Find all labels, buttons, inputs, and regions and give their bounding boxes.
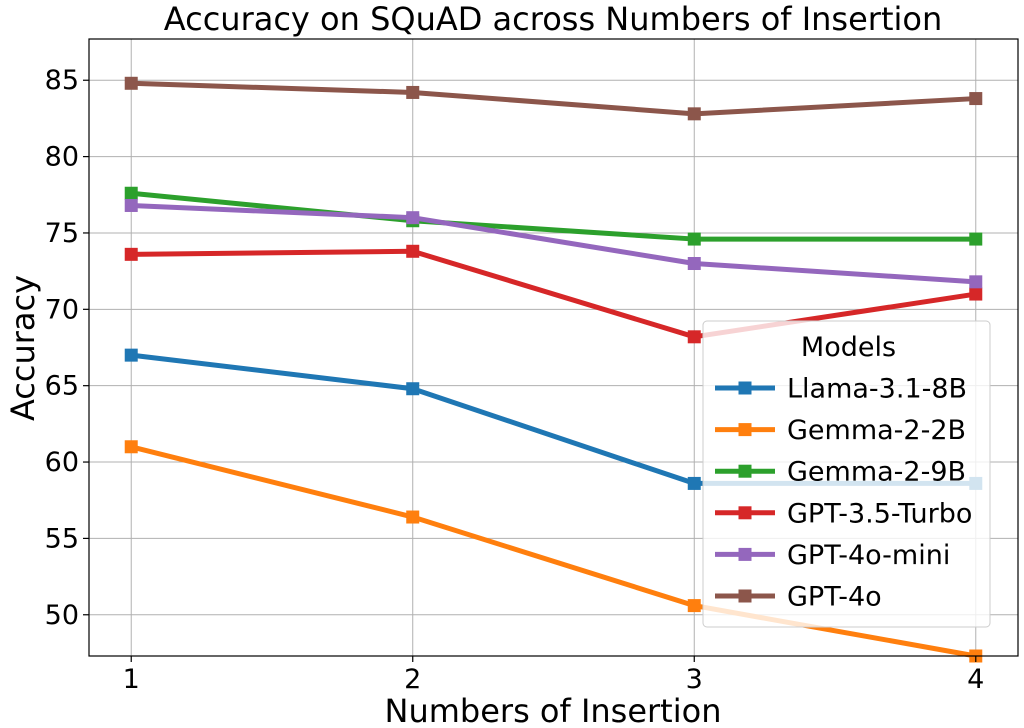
- data-point-marker: [687, 476, 701, 490]
- legend-entry: GPT-4o: [715, 582, 882, 613]
- legend-label: GPT-4o: [787, 582, 882, 613]
- y-tick-label: 60: [45, 447, 79, 478]
- data-point-marker: [687, 330, 701, 344]
- legend-marker-swatch: [738, 589, 752, 603]
- data-point-marker: [124, 198, 138, 212]
- data-point-marker: [406, 244, 420, 258]
- legend-label: GPT-4o-mini: [787, 540, 950, 571]
- x-tick-label: 4: [967, 664, 984, 695]
- series-group: [124, 76, 983, 121]
- legend-entry: Gemma-2-9B: [715, 457, 966, 488]
- data-point-marker: [687, 232, 701, 246]
- data-point-marker: [969, 232, 983, 246]
- legend-marker-swatch: [738, 464, 752, 478]
- plot-frame: [88, 38, 1019, 657]
- legend: Models Llama-3.1-8B Gemma-2-2B Gemma-2-9B GP…: [702, 320, 991, 628]
- y-tick-label: 50: [45, 600, 79, 631]
- data-point-marker: [969, 92, 983, 106]
- legend-label: Gemma-2-2B: [787, 415, 966, 446]
- legend-entry: GPT-4o-mini: [715, 540, 950, 571]
- x-tick-label: 3: [686, 664, 703, 695]
- legend-label: GPT-3.5-Turbo: [787, 498, 972, 529]
- legend-entry: Gemma-2-2B: [715, 415, 966, 446]
- x-tick-label: 2: [404, 664, 421, 695]
- data-point-marker: [406, 85, 420, 99]
- legend-entry: Llama-3.1-8B: [715, 374, 967, 405]
- y-tick-label: 75: [45, 218, 79, 249]
- data-point-marker: [406, 211, 420, 225]
- y-tick-label: 80: [45, 142, 79, 173]
- y-axis-label: Accuracy: [4, 275, 42, 421]
- series-line: [131, 248, 977, 340]
- data-point-marker: [124, 76, 138, 90]
- series-line: [130, 444, 977, 659]
- legend-label: Gemma-2-9B: [787, 457, 966, 488]
- data-point-marker: [687, 107, 701, 121]
- data-point-marker: [124, 440, 138, 454]
- legend-label: Llama-3.1-8B: [787, 374, 967, 405]
- series-line: [130, 190, 976, 242]
- x-axis-label: Numbers of Insertion: [385, 692, 722, 728]
- legend-entry: GPT-3.5-Turbo: [715, 498, 972, 529]
- data-point-marker: [969, 275, 983, 289]
- series-group: [124, 198, 983, 289]
- y-tick-label: 70: [45, 294, 79, 325]
- data-point-marker: [687, 599, 701, 613]
- data-point-marker: [124, 247, 138, 261]
- data-point-marker: [406, 382, 420, 396]
- data-point-marker: [124, 186, 138, 200]
- series-group: [124, 244, 983, 344]
- legend-marker-swatch: [738, 547, 752, 561]
- legend-marker-swatch: [738, 506, 752, 520]
- axis-ticks: 1 2 3 4 50 55 60 65 70 75 80 85: [45, 65, 985, 695]
- series-line: [131, 80, 976, 117]
- y-tick-label: 65: [45, 371, 79, 402]
- chart-title: Accuracy on SQuAD across Numbers of Inse…: [164, 0, 942, 38]
- data-point-marker: [406, 510, 420, 524]
- series-group: [124, 440, 983, 663]
- legend-marker-swatch: [738, 423, 752, 437]
- x-tick-label: 1: [123, 664, 140, 695]
- series-group: [124, 186, 983, 246]
- y-tick-label: 85: [45, 65, 79, 96]
- data-point-marker: [969, 287, 983, 301]
- legend-marker-swatch: [738, 381, 752, 395]
- data-point-marker: [687, 257, 701, 271]
- y-tick-label: 55: [45, 523, 79, 554]
- data-point-marker: [124, 348, 138, 362]
- series-line: [131, 202, 976, 285]
- legend-box: [702, 320, 991, 628]
- legend-title: Models: [801, 332, 896, 363]
- grid-lines: [89, 39, 1018, 656]
